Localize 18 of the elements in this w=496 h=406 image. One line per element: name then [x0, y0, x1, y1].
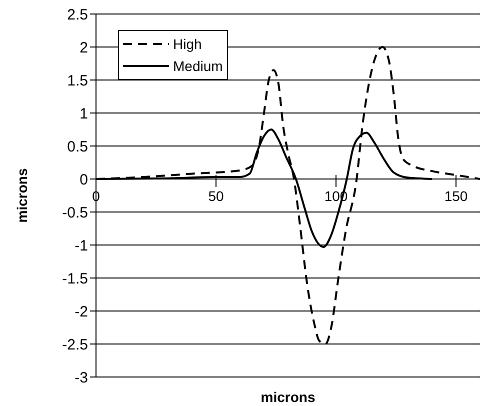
y-tick-label: -2 [74, 303, 88, 320]
x-tick-label: 50 [208, 188, 224, 204]
y-tick-label: 1.5 [67, 72, 88, 90]
y-tick-label: 1 [80, 105, 88, 122]
y-tick-label: 0 [80, 171, 88, 188]
legend-label: High [173, 36, 202, 52]
y-tick-label: 2 [80, 39, 88, 56]
y-tick-label: 2.5 [67, 6, 88, 24]
y-tick-label: -0.5 [62, 204, 88, 222]
legend-label: Medium [173, 58, 223, 74]
y-tick-label: -3 [74, 369, 88, 386]
y-tick-label: -1 [74, 237, 88, 254]
y-tick-label: -2.5 [62, 336, 88, 354]
y-tick-label: -1.5 [62, 270, 88, 288]
y-axis-title: microns [14, 168, 30, 223]
x-tick-label: 150 [444, 188, 468, 204]
x-axis-title: microns [260, 389, 316, 405]
y-tick-label: 0.5 [67, 138, 88, 156]
